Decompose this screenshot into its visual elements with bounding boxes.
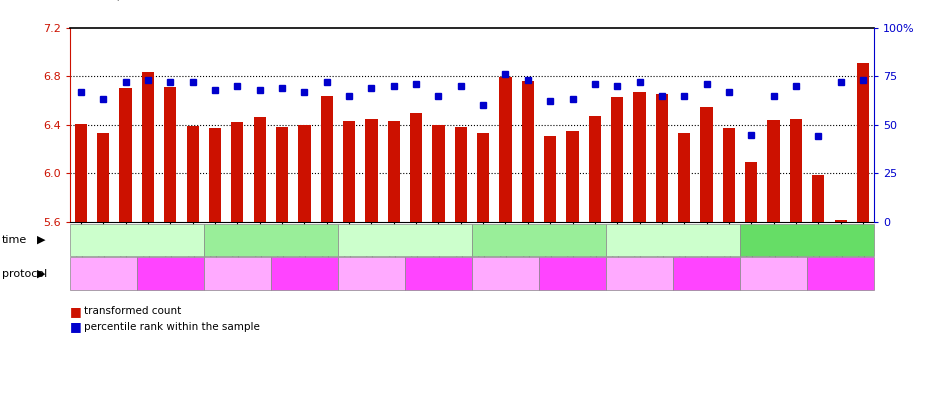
Bar <box>522 81 534 222</box>
Bar <box>589 116 601 222</box>
Text: RB1 depletion: RB1 depletion <box>139 269 202 278</box>
Text: GDS5350 / 8067033: GDS5350 / 8067033 <box>60 0 181 2</box>
Text: control: control <box>85 268 122 279</box>
Text: 0 h: 0 h <box>128 235 146 245</box>
Text: ▶: ▶ <box>36 268 46 279</box>
Text: RB1 depletion: RB1 depletion <box>674 269 738 278</box>
Bar <box>812 174 825 222</box>
Text: 2 h: 2 h <box>262 235 280 245</box>
Text: control: control <box>487 268 524 279</box>
Bar <box>141 72 154 222</box>
Bar <box>365 119 378 222</box>
Bar <box>611 97 623 222</box>
Bar <box>165 87 177 222</box>
Text: control: control <box>219 268 256 279</box>
Bar <box>432 125 445 222</box>
Bar <box>74 123 87 222</box>
Bar <box>455 127 467 222</box>
Text: RB1 depletion: RB1 depletion <box>272 269 337 278</box>
Bar <box>566 131 578 222</box>
Bar <box>790 119 803 222</box>
Text: 24 h: 24 h <box>795 235 819 245</box>
Text: ■: ■ <box>70 305 82 318</box>
Bar <box>276 127 288 222</box>
Bar <box>410 113 422 222</box>
Text: RB1 depletion: RB1 depletion <box>809 269 872 278</box>
Text: transformed count: transformed count <box>84 306 181 316</box>
Bar <box>633 92 645 222</box>
Text: RB1 depletion: RB1 depletion <box>540 269 604 278</box>
Bar <box>254 118 266 222</box>
Bar <box>232 122 244 222</box>
Text: percentile rank within the sample: percentile rank within the sample <box>84 322 259 332</box>
Bar <box>499 77 512 222</box>
Bar <box>119 88 132 222</box>
Bar <box>745 162 757 222</box>
Bar <box>187 126 199 222</box>
Bar <box>656 94 668 222</box>
Bar <box>97 133 110 222</box>
Text: time: time <box>2 235 27 245</box>
Bar <box>700 107 712 222</box>
Text: control: control <box>621 268 658 279</box>
Bar <box>299 125 311 222</box>
Bar <box>477 133 489 222</box>
Bar <box>321 95 333 222</box>
Text: 8 h: 8 h <box>530 235 548 245</box>
Text: control: control <box>755 268 791 279</box>
Text: protocol: protocol <box>2 268 47 279</box>
Text: RB1 depletion: RB1 depletion <box>406 269 471 278</box>
Bar <box>388 121 400 222</box>
Text: 4 h: 4 h <box>396 235 414 245</box>
Bar <box>343 121 355 222</box>
Text: control: control <box>353 268 390 279</box>
Bar <box>209 129 221 222</box>
Bar <box>834 220 847 222</box>
Bar <box>544 136 556 222</box>
Bar <box>767 120 779 222</box>
Text: ▶: ▶ <box>36 235 46 245</box>
Bar <box>723 129 735 222</box>
Text: 16 h: 16 h <box>661 235 685 245</box>
Bar <box>678 133 690 222</box>
Text: ■: ■ <box>70 320 82 334</box>
Bar <box>857 63 870 222</box>
